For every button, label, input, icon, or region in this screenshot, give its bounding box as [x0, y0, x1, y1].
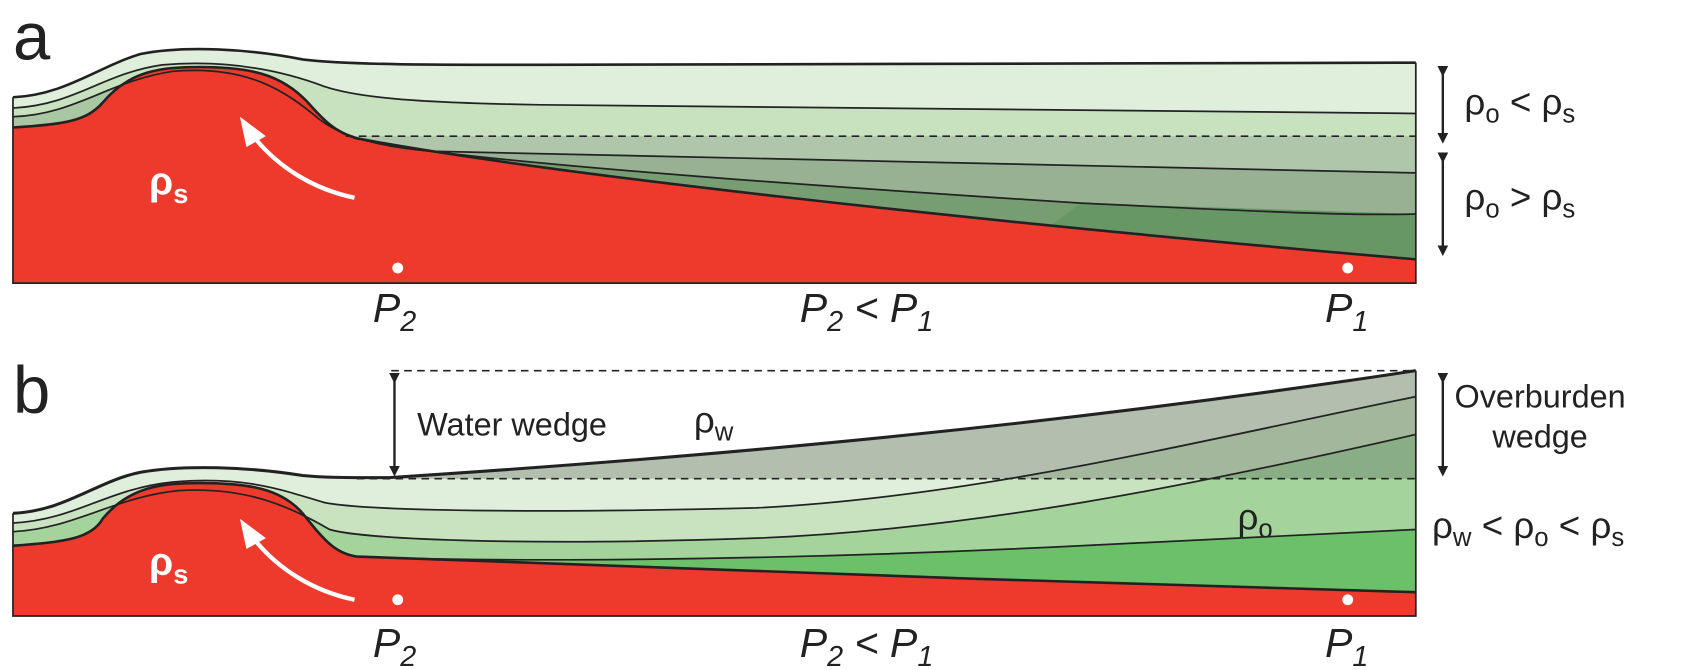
text-part: ρ	[149, 161, 173, 204]
subscript: 1	[917, 641, 933, 670]
text-part: P	[1325, 285, 1353, 331]
text-part: P	[800, 285, 828, 331]
text-part: ρ	[149, 541, 173, 584]
point-label: P1	[1325, 285, 1368, 338]
text-part: P	[373, 285, 401, 331]
panel-letter: b	[13, 353, 50, 428]
panel-letter: a	[13, 0, 51, 74]
subscript: 2	[399, 641, 416, 670]
subscript: s	[173, 178, 188, 209]
point-marker	[1342, 263, 1353, 274]
subscript: o	[1485, 101, 1499, 129]
pressure-relation: P2 < P1	[800, 285, 934, 338]
subscript: 1	[917, 306, 933, 338]
density-label: ρo > ρs	[1464, 177, 1575, 224]
subscript: s	[1562, 101, 1575, 129]
subscript: w	[1452, 524, 1472, 552]
subscript: 2	[399, 306, 416, 338]
text-part: < P	[843, 620, 918, 666]
text-part: P	[800, 620, 828, 666]
text-part: < ρ	[1549, 505, 1612, 546]
subscript: 1	[1352, 306, 1368, 338]
point-label: P2	[373, 620, 416, 670]
pressure-relation: P2 < P1	[800, 620, 934, 670]
text-part: < ρ	[1500, 82, 1563, 123]
text-part: < ρ	[1472, 505, 1535, 546]
density-label: ρo < ρs	[1464, 82, 1575, 129]
figure: a ρs P2 P2 < P1 P1 ρo < ρs ρo > ρs b ρs …	[0, 0, 1686, 670]
density-relation: ρw < ρo < ρs	[1432, 505, 1624, 552]
point-marker	[1342, 594, 1353, 605]
text-part: ρ	[1237, 497, 1258, 538]
panel-a: a ρs P2 P2 < P1 P1 ρo < ρs ρo > ρs	[13, 0, 1575, 338]
point-marker	[392, 263, 403, 274]
text-part: < P	[843, 285, 918, 331]
subscript: o	[1534, 524, 1548, 552]
text-part: > ρ	[1500, 177, 1563, 218]
point-marker	[392, 594, 403, 605]
point-label: P2	[373, 285, 416, 338]
subscript: s	[1611, 524, 1624, 552]
text-part: ρ	[1464, 177, 1485, 218]
subscript: s	[1562, 196, 1575, 224]
subscript: o	[1485, 196, 1499, 224]
text-part: ρ	[694, 399, 715, 440]
subscript: o	[1258, 516, 1272, 544]
subscript: 1	[1352, 641, 1368, 670]
subscript: w	[714, 418, 734, 446]
text-part: ρ	[1432, 505, 1453, 546]
water-wedge-label: Water wedge	[417, 407, 607, 443]
panel-b: b ρs P2 P2 < P1 P1 Water wedge ρw Overbu…	[13, 353, 1626, 670]
subscript: 2	[826, 641, 843, 670]
overburden-wedge-label: Overburden	[1455, 378, 1626, 414]
overburden-wedge-label: wedge	[1491, 418, 1588, 454]
text-part: ρ	[1464, 82, 1485, 123]
point-label: P1	[1325, 620, 1368, 670]
subscript: 2	[826, 306, 843, 338]
text-part: P	[373, 620, 401, 666]
water-density: ρw	[694, 399, 734, 446]
text-part: P	[1325, 620, 1353, 666]
subscript: s	[173, 558, 188, 589]
